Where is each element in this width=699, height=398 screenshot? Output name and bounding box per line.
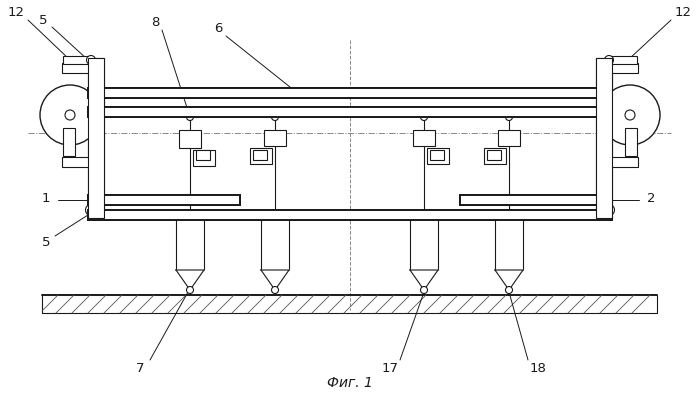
Bar (610, 157, 638, 167)
Text: 17: 17 (382, 361, 398, 375)
Bar (253, 150, 267, 160)
Bar (88, 210, 612, 220)
Bar (484, 148, 506, 164)
Bar (88, 195, 240, 205)
Bar (62, 63, 90, 73)
Bar (487, 150, 501, 160)
Bar (193, 150, 215, 166)
Polygon shape (261, 270, 289, 290)
Bar (88, 107, 612, 117)
Circle shape (85, 205, 96, 215)
Bar (430, 150, 444, 160)
Bar (413, 130, 435, 146)
Circle shape (40, 85, 100, 145)
Text: 12: 12 (675, 6, 691, 20)
Bar (410, 215, 438, 270)
Bar (88, 58, 104, 218)
Circle shape (187, 113, 194, 121)
Bar (498, 130, 520, 146)
Bar (596, 58, 612, 218)
Text: 5: 5 (42, 236, 50, 248)
Text: 12: 12 (8, 6, 24, 20)
Bar (196, 150, 210, 160)
Bar (611, 56, 637, 64)
Circle shape (600, 85, 660, 145)
Bar (63, 128, 75, 156)
Circle shape (505, 113, 512, 121)
Polygon shape (495, 270, 523, 290)
Text: 8: 8 (151, 16, 159, 29)
Circle shape (187, 287, 194, 293)
Circle shape (603, 205, 614, 215)
Text: 18: 18 (530, 361, 547, 375)
Bar (88, 195, 240, 205)
Bar (88, 88, 612, 98)
Polygon shape (176, 270, 204, 290)
Bar (495, 215, 523, 270)
Circle shape (625, 110, 635, 120)
Bar (62, 157, 90, 167)
Circle shape (271, 287, 278, 293)
Circle shape (87, 55, 96, 64)
Circle shape (421, 287, 428, 293)
Circle shape (271, 113, 278, 121)
Bar (250, 148, 272, 164)
Bar (625, 128, 637, 156)
Text: 7: 7 (136, 361, 144, 375)
Bar (427, 148, 449, 164)
Bar (88, 88, 612, 98)
Bar (88, 107, 612, 117)
Bar (460, 195, 612, 205)
Polygon shape (410, 270, 438, 290)
Circle shape (421, 113, 428, 121)
Bar (460, 195, 612, 205)
Text: Фиг. 1: Фиг. 1 (327, 376, 373, 390)
Bar (63, 56, 89, 64)
Circle shape (65, 110, 75, 120)
Bar (596, 58, 612, 218)
Bar (261, 215, 289, 270)
Bar (264, 130, 286, 146)
Circle shape (605, 55, 614, 64)
Bar (88, 58, 104, 218)
Bar (610, 63, 638, 73)
Circle shape (505, 287, 512, 293)
Bar (179, 130, 201, 148)
Text: 5: 5 (38, 14, 48, 27)
Bar (88, 210, 612, 220)
Text: 1: 1 (42, 191, 50, 205)
Bar (176, 215, 204, 270)
Text: 2: 2 (647, 191, 655, 205)
Text: 6: 6 (214, 21, 222, 35)
